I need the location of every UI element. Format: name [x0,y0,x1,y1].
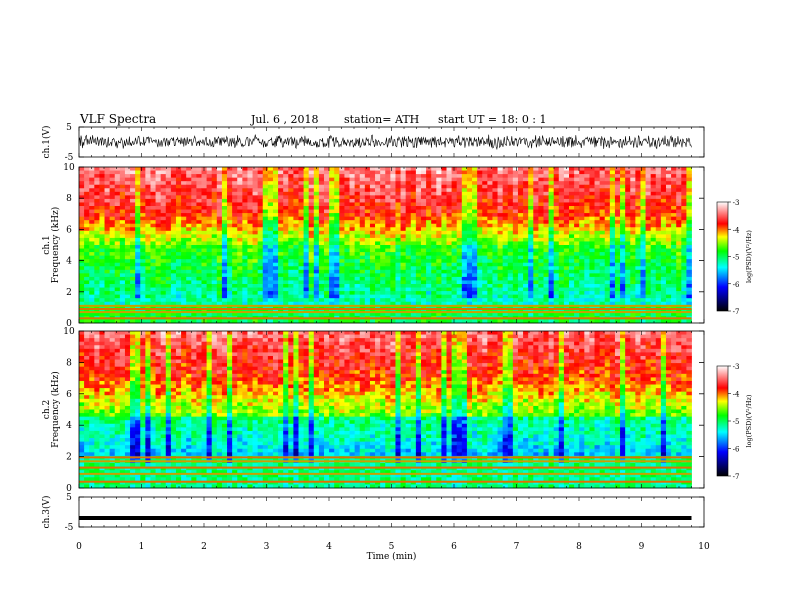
y-axis-label: ch.3(V) [41,496,52,529]
band-line [79,304,692,307]
band-line [79,317,692,320]
date-label: Jul. 6 , 2018 [251,113,319,126]
ch1-waveform-trace [78,134,692,151]
colorbar-label: log(PSD)(V²/Hz) [745,394,753,447]
ch3-waveform-trace [79,516,692,520]
colorbar-tick-label: -5 [733,418,740,426]
x-axis-label: Time (min) [367,551,417,562]
y-tick-label: 2 [66,453,72,463]
y-axis-label: ch.2 [42,400,52,419]
x-tick-label: 3 [264,542,270,552]
colorbar-tick-label: -5 [733,254,740,262]
colorbar-tick-label: -6 [733,281,740,289]
y-tick-label: 6 [66,225,72,235]
y-tick-label: 10 [63,163,75,173]
band-line [79,466,692,469]
y-tick-label: 2 [66,288,72,298]
y-tick-label: 0 [66,319,72,329]
y-axis-label: Frequency (kHz) [50,371,61,448]
y-tick-label: 10 [63,327,75,337]
y-tick-label: 8 [66,358,72,368]
y-tick-label: 4 [66,421,72,431]
band-line [79,460,692,463]
band-line [79,472,692,475]
y-tick-label: 4 [66,257,72,267]
y-axis-label: ch.1(V) [41,126,52,159]
colorbar-tick-label: -4 [733,391,740,399]
y-axis-label: ch.1 [42,235,52,254]
y-tick-label: -5 [65,153,74,163]
ch1-spectrogram-colorbar [716,201,729,312]
band-line [79,456,692,459]
x-tick-label: 8 [576,542,582,552]
ch1-spectrogram-cells [79,167,692,324]
colorbar-tick-label: -7 [733,473,740,481]
band-line [79,311,692,314]
y-tick-label: 5 [66,123,72,133]
x-tick-label: 7 [514,542,520,552]
x-tick-label: 5 [389,542,395,552]
x-tick-label: 0 [76,542,82,552]
colorbar-label: log(PSD)(V²/Hz) [745,230,753,283]
station-label: station= ATH [344,113,420,126]
band-line [79,307,692,310]
ch2-spectrogram-cells [79,331,692,489]
colorbar-tick-label: -7 [733,308,740,316]
x-tick-label: 4 [326,542,332,552]
ch3-waveform-frame [78,496,705,528]
colorbar-tick-label: -3 [733,199,740,207]
x-tick-label: 9 [639,542,645,552]
colorbar-tick-label: -4 [733,226,740,234]
y-tick-label: 6 [66,390,72,400]
x-tick-label: 6 [451,542,457,552]
y-tick-label: 0 [66,484,72,494]
y-tick-label: 5 [66,493,72,503]
x-tick-label: 10 [698,542,710,552]
band-line [79,480,692,483]
x-tick-label: 1 [139,542,145,552]
y-axis-label: Frequency (kHz) [50,207,61,284]
colorbar-tick-label: -3 [733,363,740,371]
colorbar-tick-label: -6 [733,446,740,454]
plot-title: VLF Spectra [80,112,157,126]
x-tick-label: 2 [201,542,207,552]
ch2-spectrogram-colorbar [716,365,729,477]
y-tick-label: 8 [66,194,72,204]
start-time-label: start UT = 18: 0 : 1 [438,113,547,126]
y-tick-label: -5 [65,523,74,533]
